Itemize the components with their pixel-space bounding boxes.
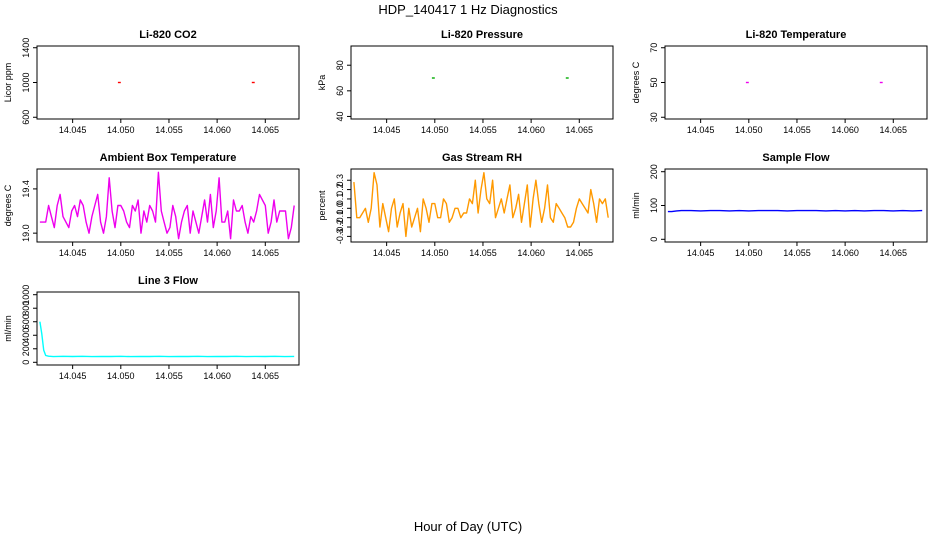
- y-tick-label: 100: [649, 198, 659, 213]
- x-tick-label: 14.065: [880, 248, 908, 258]
- panel-1: Li-820 CO2 14.045 14.050 14.055 14.060 14.065…: [3, 29, 300, 135]
- x-tick-label: 14.060: [831, 125, 859, 135]
- y-tick-label: 1400: [21, 38, 31, 58]
- y-tick-label: 600: [21, 314, 31, 329]
- panel-2: Li-820 Pressure 14.045 14.050 14.055 14.060 1…: [317, 29, 614, 135]
- x-tick-label: 14.060: [203, 248, 231, 258]
- x-tick-label: 14.045: [373, 125, 401, 135]
- x-tick-label: 14.045: [59, 248, 87, 258]
- panel-5: Gas Stream RH 14.045 14.050 14.055 14.060 14.…: [317, 152, 614, 258]
- series-line: [353, 171, 609, 238]
- x-tick-label: 14.060: [831, 248, 859, 258]
- y-axis-label: ml/min: [3, 315, 13, 342]
- panel-4: Ambient Box Temperature 14.045 14.050 14.05…: [3, 152, 300, 258]
- y-tick-label: 19.0: [21, 224, 31, 242]
- x-tick-label: 14.050: [421, 248, 449, 258]
- x-tick-label: 14.055: [469, 248, 497, 258]
- plot-frame: [350, 168, 614, 243]
- plot-frame: [36, 45, 300, 120]
- y-tick-label: 0.1: [335, 193, 345, 206]
- y-axis-label: percent: [317, 190, 327, 221]
- y-tick-label: 200: [649, 164, 659, 179]
- x-tick-label: 14.060: [517, 248, 545, 258]
- panel-title: Line 3 Flow: [138, 275, 198, 287]
- panel-3: Li-820 Temperature 14.045 14.050 14.055 14.0…: [631, 29, 928, 135]
- x-tick-label: 14.065: [252, 125, 280, 135]
- x-tick-label: 14.045: [373, 248, 401, 258]
- x-tick-label: 14.045: [687, 125, 715, 135]
- panel-title: Li-820 CO2: [139, 29, 196, 41]
- y-tick-label: 0.3: [335, 174, 345, 187]
- y-tick-label: 50: [649, 77, 659, 87]
- y-tick-label: 600: [21, 110, 31, 125]
- x-tick-label: 14.050: [735, 248, 763, 258]
- x-tick-label: 14.055: [155, 125, 183, 135]
- x-tick-label: 14.055: [155, 248, 183, 258]
- plot-frame: [36, 168, 300, 243]
- x-tick-label: 14.060: [517, 125, 545, 135]
- y-tick-label: 0.0: [335, 202, 345, 215]
- x-tick-label: 14.065: [566, 125, 594, 135]
- panel-title: Ambient Box Temperature: [100, 152, 237, 164]
- y-tick-label: 0: [649, 237, 659, 242]
- x-tick-label: 14.055: [783, 125, 811, 135]
- x-tick-label: 14.060: [203, 371, 231, 381]
- panel-title: Sample Flow: [762, 152, 830, 164]
- x-tick-label: 14.050: [107, 248, 135, 258]
- x-tick-label: 14.050: [735, 125, 763, 135]
- x-tick-label: 14.065: [252, 371, 280, 381]
- x-tick-label: 14.060: [203, 125, 231, 135]
- panel-6: Sample Flow 14.045 14.050 14.055 14.060 14.06…: [631, 152, 928, 258]
- plot-frame: [350, 45, 614, 120]
- y-tick-label: 40: [335, 111, 345, 121]
- series-line: [39, 321, 295, 358]
- x-tick-label: 14.055: [155, 371, 183, 381]
- x-tick-label: 14.050: [107, 125, 135, 135]
- plot-frame: [36, 291, 300, 366]
- y-axis-label: Licor ppm: [3, 63, 13, 103]
- y-axis-label: degrees C: [3, 184, 13, 226]
- panel-title: Gas Stream RH: [442, 152, 522, 164]
- figure-title: HDP_140417 1 Hz Diagnostics: [378, 2, 558, 17]
- x-tick-label: 14.045: [59, 371, 87, 381]
- panel-title: Li-820 Temperature: [746, 29, 847, 41]
- figure-x-label: Hour of Day (UTC): [414, 519, 522, 534]
- y-tick-label: 0.2: [335, 183, 345, 196]
- y-tick-label: 19.4: [21, 180, 31, 198]
- y-tick-label: -0.2: [335, 219, 345, 235]
- y-tick-label: 0: [21, 360, 31, 365]
- y-tick-label: 800: [21, 301, 31, 316]
- y-tick-label: 200: [21, 341, 31, 356]
- y-tick-label: -0.1: [335, 210, 345, 226]
- x-tick-label: 14.065: [880, 125, 908, 135]
- y-axis-label: degrees C: [631, 61, 641, 103]
- y-tick-label: 400: [21, 328, 31, 343]
- y-tick-label: 70: [649, 43, 659, 53]
- series-line: [39, 171, 295, 240]
- y-tick-label: 60: [335, 86, 345, 96]
- x-tick-label: 14.055: [469, 125, 497, 135]
- x-tick-label: 14.045: [59, 125, 87, 135]
- y-tick-label: 80: [335, 60, 345, 70]
- x-tick-label: 14.045: [687, 248, 715, 258]
- panel-7: Line 3 Flow 14.045 14.050 14.055 14.060 14.06…: [3, 275, 300, 381]
- y-tick-label: -0.3: [335, 229, 345, 245]
- panels: Li-820 CO2 14.045 14.050 14.055 14.060 14.065…: [3, 29, 928, 381]
- x-tick-label: 14.050: [421, 125, 449, 135]
- y-tick-label: 1000: [21, 72, 31, 92]
- x-tick-label: 14.065: [252, 248, 280, 258]
- x-tick-label: 14.065: [566, 248, 594, 258]
- y-axis-label: ml/min: [631, 192, 641, 219]
- series-line: [667, 209, 923, 213]
- y-tick-label: 30: [649, 112, 659, 122]
- plot-frame: [664, 168, 928, 243]
- x-tick-label: 14.055: [783, 248, 811, 258]
- y-tick-label: 1000: [21, 285, 31, 305]
- x-tick-label: 14.050: [107, 371, 135, 381]
- y-axis-label: kPa: [317, 75, 327, 91]
- panel-title: Li-820 Pressure: [441, 29, 523, 41]
- plot-frame: [664, 45, 928, 120]
